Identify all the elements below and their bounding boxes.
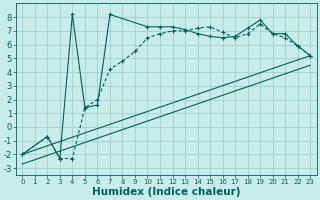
- X-axis label: Humidex (Indice chaleur): Humidex (Indice chaleur): [92, 187, 241, 197]
